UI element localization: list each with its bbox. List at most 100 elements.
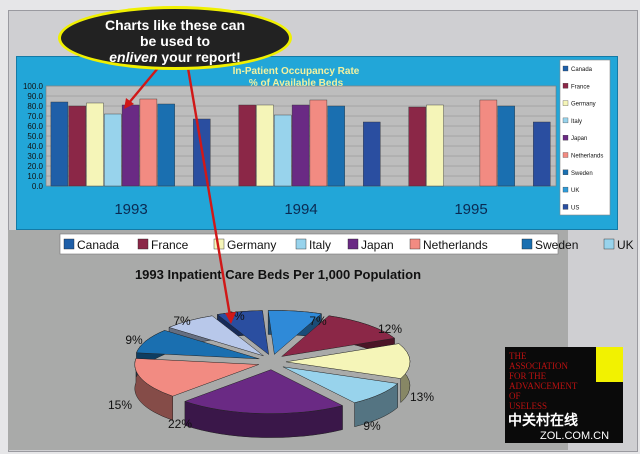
bar-legend-box xyxy=(559,59,611,216)
bar-legend-swatch xyxy=(562,100,569,106)
bar-y-tick-label: 10.0 xyxy=(27,172,43,181)
bar xyxy=(274,114,292,187)
bar xyxy=(50,101,69,187)
pie-legend-box xyxy=(59,233,559,255)
logo-line: FOR THE xyxy=(509,371,547,381)
pie-slice-label: 12% xyxy=(378,322,402,336)
pie-slice xyxy=(134,358,259,397)
callout-bubble: Charts like these can be used to enliven… xyxy=(58,6,292,70)
bar-y-tick-label: 50.0 xyxy=(27,132,43,141)
pie-legend-swatch xyxy=(137,238,149,250)
pie-slice xyxy=(168,315,264,357)
bar-legend-label: Canada xyxy=(571,67,593,73)
callout-line-3: enliven your report! xyxy=(61,49,289,65)
logo-line: USELESS xyxy=(509,401,548,411)
pie-slice xyxy=(282,366,399,403)
pie-slice xyxy=(184,369,344,414)
pie-legend-label: Japan xyxy=(361,238,394,252)
pie-chart-title: 1993 Inpatient Care Beds Per 1,000 Popul… xyxy=(135,267,421,282)
pie-slice-label: 13% xyxy=(410,390,434,404)
pie-slice-label: 7% xyxy=(309,314,327,328)
logo-line: OF xyxy=(509,391,521,401)
bar xyxy=(157,103,175,187)
pie-legend-swatch xyxy=(63,238,75,250)
pie-legend-swatch xyxy=(603,238,615,250)
callout-arrow-head-pie xyxy=(225,312,236,324)
bar-legend-label: France xyxy=(571,84,590,90)
bar xyxy=(291,104,310,187)
pie-legend-label: Netherlands xyxy=(423,238,488,252)
bar xyxy=(533,121,551,187)
bar xyxy=(139,98,158,187)
bar xyxy=(497,105,515,187)
bar-y-tick-label: 40.0 xyxy=(27,142,43,151)
bar-legend-label: Netherlands xyxy=(571,154,603,160)
bar xyxy=(426,104,444,187)
bar-chart-subtitle: % of Available Beds xyxy=(249,78,344,89)
pie-slice-label: 9% xyxy=(125,333,143,347)
bar-legend-swatch xyxy=(562,204,569,210)
bar-y-tick-label: 80.0 xyxy=(27,102,43,111)
bar xyxy=(408,106,426,187)
bar-chart-title: In-Patient Occupancy Rate xyxy=(233,66,360,77)
bar xyxy=(363,121,381,187)
bar xyxy=(479,99,498,187)
bar-legend-swatch xyxy=(562,152,569,158)
callout-emphasis: enliven xyxy=(109,49,158,65)
bar xyxy=(104,113,122,187)
pie-legend-swatch xyxy=(347,238,359,250)
bar-category-label: 1994 xyxy=(284,201,317,218)
bar xyxy=(86,102,104,187)
logo-yellow-block xyxy=(596,347,623,382)
bar-legend-label: Sweden xyxy=(571,171,593,177)
pie-slice-label: 9% xyxy=(363,419,381,433)
bar-legend-swatch xyxy=(562,186,569,193)
bar-legend-swatch xyxy=(562,65,569,72)
bar-category-label: 1995 xyxy=(454,201,487,218)
watermark-url: ZOL.COM.CN xyxy=(540,430,610,442)
pie-legend-label: Sweden xyxy=(535,238,578,252)
callout-arrow-head-bars xyxy=(124,98,134,109)
logo-line: ADVANCEMENT xyxy=(509,381,578,391)
pie-slice xyxy=(280,315,396,357)
pie-slice-label: 7% xyxy=(173,314,191,328)
bar-y-tick-label: 70.0 xyxy=(27,112,43,121)
bar-category-label: 1993 xyxy=(114,201,147,218)
bar-y-tick-label: 0.0 xyxy=(32,182,44,191)
bar-y-tick-label: 20.0 xyxy=(27,162,43,171)
bar-legend-swatch xyxy=(562,135,569,141)
watermark-text: 中关村在线 xyxy=(508,412,578,428)
bar-legend-label: Japan xyxy=(571,136,587,142)
bar-y-tick-label: 60.0 xyxy=(27,122,43,131)
pie-slice-label: 15% xyxy=(108,398,132,412)
logo-line: THE xyxy=(509,351,527,361)
bar-y-tick-label: 100.0 xyxy=(23,82,44,91)
pie-legend-swatch xyxy=(409,238,421,250)
bar-legend-label: Germany xyxy=(571,102,596,108)
bar-legend-swatch xyxy=(562,83,569,89)
bar-legend-label: US xyxy=(571,205,579,211)
bar-legend-label: UK xyxy=(571,188,579,194)
bar xyxy=(256,104,274,187)
callout-line-1: Charts like these can xyxy=(104,17,246,33)
pie-slice xyxy=(136,330,260,360)
pie-slice-label: 22% xyxy=(168,417,192,431)
pie-legend-label: Italy xyxy=(309,238,331,252)
bar-legend-swatch xyxy=(562,117,569,124)
pie-slice xyxy=(267,310,323,355)
pie-slice xyxy=(285,343,411,379)
logo-text: THE ASSOCIATION FOR THE ADVANCEMENT OF USELES… xyxy=(509,351,599,411)
callout-arrow-to-bars xyxy=(127,67,159,105)
pie-legend-label: UK xyxy=(617,238,634,252)
callout-line-2: be used to xyxy=(139,33,210,49)
bar-y-tick-label: 30.0 xyxy=(27,152,43,161)
bar xyxy=(68,105,86,187)
bar xyxy=(121,104,140,187)
bar-legend-swatch xyxy=(562,169,569,175)
pie-legend-swatch xyxy=(521,238,533,250)
logo-line: ASSOCIATION xyxy=(509,361,569,371)
pie-legend-label: Germany xyxy=(227,238,276,252)
bar xyxy=(238,104,256,187)
pie-legend-label: Canada xyxy=(77,238,119,252)
